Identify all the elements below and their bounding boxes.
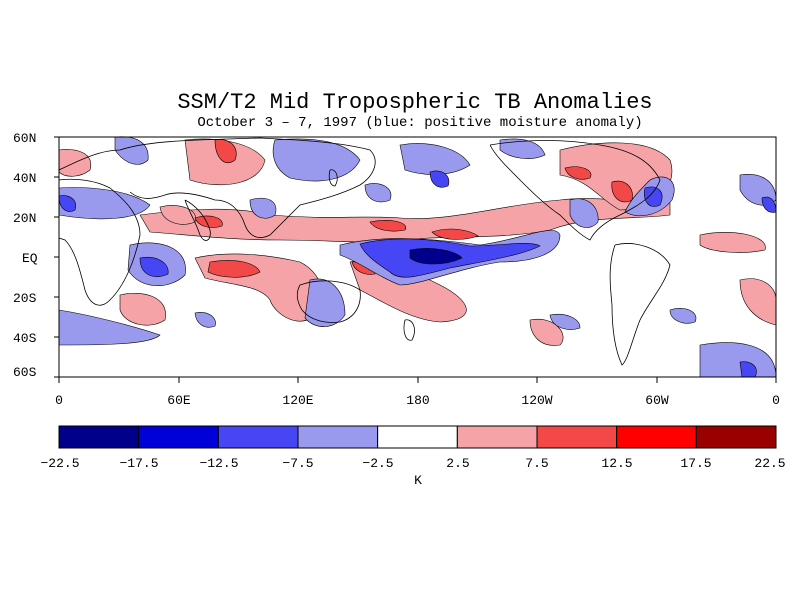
map-subtitle: October 3 – 7, 1997 (blue: positive mois… [197, 115, 643, 131]
positive-anomaly-region-strong [431, 228, 479, 240]
negative-anomaly-region [549, 313, 581, 330]
lon-label: 60W [645, 393, 669, 408]
negative-anomaly-region-core [409, 248, 463, 265]
colorbar-label: 22.5 [754, 456, 786, 471]
positive-anomaly-region-strong [369, 220, 407, 232]
positive-anomaly-region-strong [214, 139, 237, 164]
negative-anomaly-region-strong [429, 170, 450, 188]
colorbar-swatch [456, 425, 538, 449]
negative-anomaly-region [194, 312, 216, 328]
positive-anomaly-region-strong [564, 166, 592, 180]
coastlines [58, 137, 671, 366]
india-outline [184, 199, 211, 241]
japan-outline [328, 169, 338, 187]
colorbar-swatch [377, 425, 458, 449]
negative-anomaly-regions [58, 136, 777, 378]
lat-label: 20N [13, 211, 37, 226]
colorbar-unit: K [414, 473, 422, 488]
colorbar-label: −7.5 [282, 456, 314, 471]
latitude-ticks [54, 136, 59, 378]
lat-label: EQ [22, 251, 38, 266]
negative-anomaly-region-strong [58, 195, 76, 212]
negative-anomaly-region [399, 143, 471, 175]
positive-anomaly-regions [58, 138, 777, 346]
lon-label: 120W [521, 393, 553, 408]
africa-outline [58, 178, 141, 306]
colorbar-label: 12.5 [601, 456, 633, 471]
negative-anomaly-region [272, 138, 361, 182]
lat-label: 60N [13, 131, 37, 146]
colorbar-swatch [695, 425, 777, 449]
map-title: SSM/T2 Mid Tropospheric TB Anomalies [177, 90, 653, 115]
negative-anomaly-region [364, 183, 392, 203]
colorbar-swatch [138, 425, 219, 449]
south-america-outline [609, 243, 671, 366]
positive-anomaly-region [529, 318, 564, 346]
new-zealand-outline [403, 319, 415, 341]
colorbar-label: −12.5 [199, 456, 239, 471]
colorbar-swatch [58, 425, 140, 449]
positive-anomaly-region [699, 232, 766, 253]
positive-anomaly-region-strong [194, 215, 223, 228]
lon-label: 180 [406, 393, 430, 408]
negative-anomaly-region [569, 198, 599, 228]
lon-label: 120E [282, 393, 314, 408]
negative-anomaly-region-strong [644, 186, 663, 207]
lat-label: 60S [13, 365, 37, 380]
negative-anomaly-region [58, 309, 161, 346]
north-america-outline [489, 140, 661, 241]
negative-anomaly-region [114, 136, 149, 165]
lon-label: 0 [55, 393, 63, 408]
lat-label: 40N [13, 171, 37, 186]
australia-outline [296, 280, 361, 323]
colorbar-label: −22.5 [40, 456, 80, 471]
colorbar-swatch [217, 425, 299, 449]
europe-asia-outline [58, 137, 376, 238]
negative-anomaly-region-strong [139, 257, 169, 277]
longitude-ticks [58, 377, 777, 383]
colorbar-label: 7.5 [525, 456, 549, 471]
colorbar-swatch [536, 425, 618, 449]
negative-anomaly-region [669, 308, 697, 324]
colorbar-label: 2.5 [446, 456, 470, 471]
positive-anomaly-region-strong [207, 260, 261, 278]
lon-label: 60E [167, 393, 191, 408]
positive-anomaly-region [139, 198, 671, 243]
colorbar [58, 425, 777, 449]
lat-label: 40S [13, 331, 37, 346]
colorbar-label: −2.5 [362, 456, 394, 471]
negative-anomaly-region [58, 187, 151, 220]
negative-anomaly-region [249, 197, 277, 219]
lon-label: 0 [772, 393, 780, 408]
colorbar-label: 17.5 [680, 456, 712, 471]
negative-anomaly-region [499, 138, 546, 159]
positive-anomaly-region [119, 292, 166, 326]
colorbar-swatch [616, 425, 697, 449]
colorbar-swatch [297, 425, 379, 449]
lat-label: 20S [13, 291, 37, 306]
colorbar-label: −17.5 [119, 456, 159, 471]
